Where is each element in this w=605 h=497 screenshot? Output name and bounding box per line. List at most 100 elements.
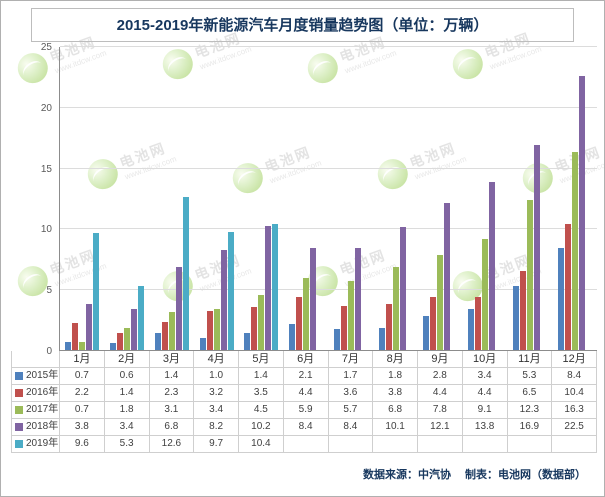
table-cell: 16.9 — [507, 419, 553, 436]
bar-2017年 — [347, 280, 354, 350]
table-cell: 13.8 — [462, 419, 508, 436]
table-cell: 12.6 — [149, 436, 195, 453]
bar-2016年 — [430, 296, 437, 350]
table-cell: 3.8 — [60, 419, 105, 436]
bar-2016年 — [564, 223, 571, 350]
bar-2018年 — [444, 202, 451, 350]
table-cell — [462, 436, 508, 453]
bar-2017年 — [482, 239, 489, 350]
table-cell — [373, 436, 418, 453]
bar-2015年 — [378, 328, 385, 350]
legend-cell: 2019年 — [12, 436, 60, 453]
month-label: 7月 — [328, 351, 374, 368]
table-cell: 9.7 — [194, 436, 239, 453]
bar-2015年 — [289, 324, 296, 350]
legend-cell: 2015年 — [12, 368, 60, 385]
bar-2015年 — [333, 329, 340, 350]
table-cell: 6.8 — [373, 402, 418, 419]
bar-2018年 — [399, 227, 406, 350]
bar-2018年 — [131, 308, 138, 350]
bar-2017年 — [571, 151, 578, 350]
bar-group — [552, 47, 597, 350]
table-cell: 8.4 — [283, 419, 329, 436]
bar-group — [463, 47, 508, 350]
bar-2019年 — [138, 285, 145, 350]
table-cell: 3.6 — [328, 385, 374, 402]
table-cell: 9.1 — [462, 402, 508, 419]
table-cell: 1.7 — [328, 368, 374, 385]
bar-2015年 — [65, 341, 72, 350]
bar-2019年 — [272, 223, 279, 350]
legend-label: 2016年 — [26, 387, 59, 398]
bar-2016年 — [296, 296, 303, 350]
chart-title-box: 2015-2019年新能源汽车月度销量趋势图（单位：万辆） — [31, 8, 574, 42]
table-cell: 16.3 — [552, 402, 597, 419]
month-label: 12月 — [552, 351, 597, 368]
bar-2018年 — [354, 247, 361, 350]
gridline — [60, 289, 597, 291]
bar-group — [105, 47, 150, 350]
y-tick-label: 0 — [46, 346, 52, 357]
table-cell: 5.9 — [283, 402, 329, 419]
legend-swatch — [15, 423, 23, 431]
bar-2016年 — [519, 270, 526, 350]
bar-group — [239, 47, 284, 350]
bar-2015年 — [110, 342, 117, 350]
legend-swatch — [15, 406, 23, 414]
month-label: 10月 — [462, 351, 508, 368]
bar-2016年 — [72, 323, 79, 350]
table-cell: 1.8 — [373, 368, 418, 385]
bar-2018年 — [489, 182, 496, 350]
table-cell: 9.6 — [60, 436, 105, 453]
data-table: 1月 2月 3月 4月 5月 6月 7月 8月 9月 10月 11月 12月 2015年 0.7 0.6 1.… — [11, 351, 597, 453]
bar-2017年 — [526, 200, 533, 350]
chart-area: 0 5 10 15 20 25 — [11, 42, 597, 357]
table-cell: 6.5 — [507, 385, 553, 402]
y-tick-label: 25 — [40, 42, 52, 53]
bar-2015年 — [244, 332, 251, 350]
table-cell: 8.4 — [552, 368, 597, 385]
legend-cell: 2017年 — [12, 402, 60, 419]
legend-cell: 2016年 — [12, 385, 60, 402]
table-cell: 1.4 — [239, 368, 284, 385]
bar-2017年 — [124, 328, 131, 350]
table-cell: 10.2 — [239, 419, 284, 436]
bar-2017年 — [168, 312, 175, 350]
gridline — [60, 167, 597, 169]
legend-swatch — [15, 389, 23, 397]
month-label: 8月 — [373, 351, 418, 368]
bar-2018年 — [86, 303, 93, 350]
table-cell — [552, 436, 597, 453]
table-cell: 3.4 — [194, 402, 239, 419]
bar-2019年 — [227, 232, 234, 350]
month-label: 3月 — [149, 351, 195, 368]
bar-2016年 — [475, 296, 482, 350]
table-cell: 8.2 — [194, 419, 239, 436]
table-cell: 2.8 — [418, 368, 463, 385]
table-cell — [328, 436, 374, 453]
legend-swatch — [15, 440, 23, 448]
bar-2018年 — [310, 247, 317, 350]
bar-2016年 — [206, 311, 213, 350]
table-cell: 10.1 — [373, 419, 418, 436]
table-cell: 12.3 — [507, 402, 553, 419]
table-cell: 8.4 — [328, 419, 374, 436]
table-cell: 7.8 — [418, 402, 463, 419]
bar-group — [418, 47, 463, 350]
source-label: 数据来源：中汽协 — [363, 469, 451, 481]
chart-and-table: 0 5 10 15 20 25 1月 2月 3月 4月 5月 6月 7月 8月 9月 10月 11月 12月 20… — [11, 42, 597, 453]
bar-2016年 — [340, 306, 347, 350]
bar-2018年 — [533, 144, 540, 350]
bar-2015年 — [468, 308, 475, 350]
bar-2015年 — [512, 285, 519, 350]
gridline — [60, 106, 597, 108]
table-cell: 0.6 — [104, 368, 150, 385]
bar-2018年 — [265, 225, 272, 350]
bar-2018年 — [175, 267, 182, 350]
table-cell: 3.1 — [149, 402, 195, 419]
month-label: 1月 — [60, 351, 105, 368]
y-tick-label: 10 — [40, 224, 52, 236]
bar-2019年 — [182, 196, 189, 350]
bar-2016年 — [161, 322, 168, 350]
y-tick-label: 20 — [40, 102, 52, 114]
